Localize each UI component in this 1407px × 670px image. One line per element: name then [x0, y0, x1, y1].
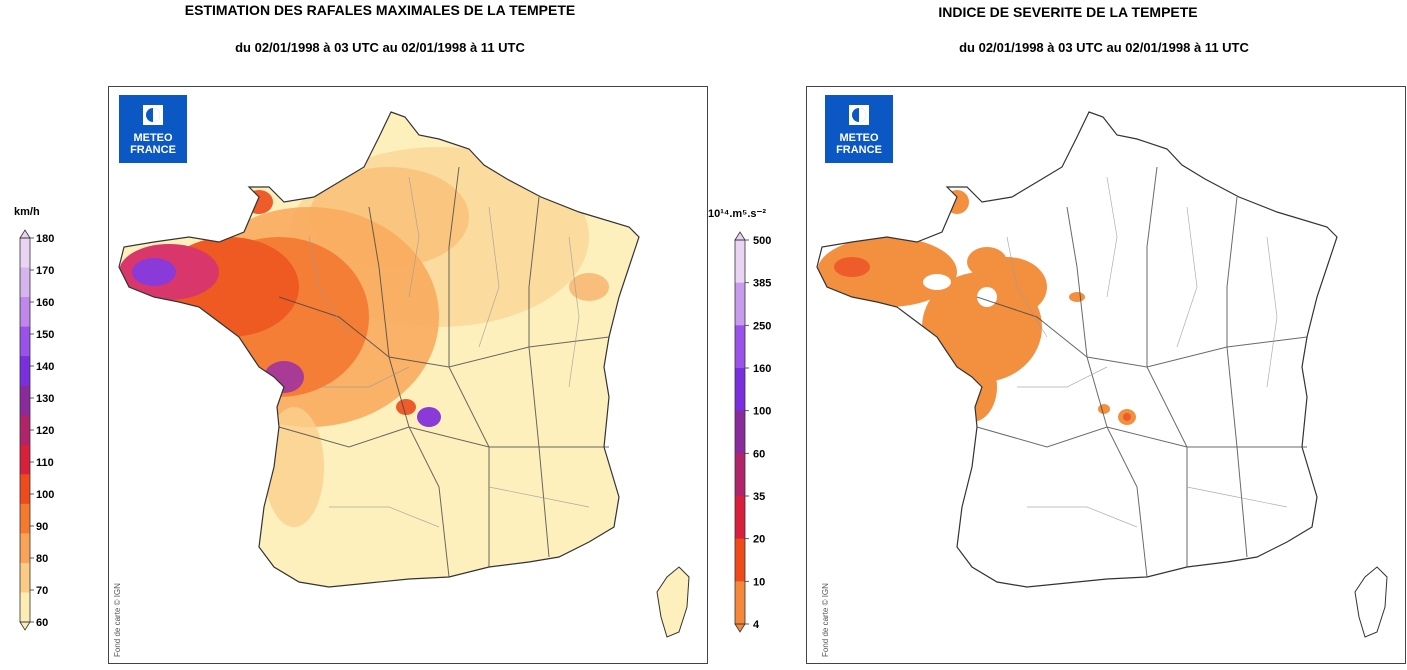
right-colorbar-tick-label: 35 — [753, 491, 765, 503]
right-colorbar-tick-label: 10 — [753, 576, 765, 588]
right-colorbar-segment — [735, 581, 745, 625]
logo-text-france: FRANCE — [836, 144, 882, 156]
right-colorbar-segment — [735, 538, 745, 582]
left-colorbar-segment — [20, 533, 30, 564]
left-colorbar-over-arrow — [19, 229, 31, 239]
map-credit: Fond de carte © IGN — [113, 583, 122, 657]
left-colorbar: 180 170 160 150 140 130 120 110 100 90 80 70 60 — [19, 229, 54, 631]
meteo-france-logo: METEO FRANCE — [825, 95, 893, 163]
right-map-subtitle: du 02/01/1998 à 03 UTC au 02/01/1998 à 1… — [959, 40, 1249, 55]
left-colorbar-tick-label: 130 — [36, 393, 54, 405]
left-colorbar-segment — [20, 385, 30, 416]
left-map-canvas — [118, 111, 690, 638]
right-colorbar-segment — [735, 410, 745, 454]
left-colorbar-segment — [20, 297, 30, 328]
left-colorbar-tick-label: 160 — [36, 297, 54, 309]
right-colorbar-tick-label: 160 — [753, 363, 771, 375]
left-colorbar-segment — [20, 238, 30, 269]
left-colorbar-tick-label: 180 — [36, 233, 54, 245]
left-map-title: ESTIMATION DES RAFALES MAXIMALES DE LA T… — [184, 2, 576, 18]
right-colorbar-segment — [735, 282, 745, 326]
left-colorbar-segment — [20, 326, 30, 357]
right-colorbar-unit: 10¹⁴.m⁵.s⁻² — [708, 208, 766, 220]
left-map-frame: METEO FRANCE Fond de carte © IGN — [108, 86, 708, 664]
meteo-france-emblem-icon — [848, 104, 870, 126]
left-colorbar-segment — [20, 267, 30, 298]
left-colorbar-tick-label: 90 — [36, 521, 48, 533]
right-colorbar-tick-label: 250 — [753, 320, 771, 332]
left-colorbar-tick-label: 140 — [36, 361, 54, 373]
left-colorbar-tick-label: 110 — [36, 457, 54, 469]
map-credit: Fond de carte © IGN — [821, 583, 830, 657]
meteo-france-logo: METEO FRANCE — [119, 95, 187, 163]
logo-text-meteo: METEO — [839, 132, 879, 144]
right-colorbar-tick-label: 60 — [753, 448, 765, 460]
left-colorbar-tick-label: 170 — [36, 265, 54, 277]
right-colorbar-over-arrow — [734, 231, 746, 241]
left-colorbar-tick-label: 70 — [36, 585, 48, 597]
right-map-frame: METEO FRANCE Fond de carte © IGN — [806, 86, 1406, 664]
right-colorbar-tick-label: 4 — [753, 619, 760, 631]
right-colorbar-frame — [734, 239, 746, 625]
left-colorbar-segment — [20, 415, 30, 446]
right-colorbar-segment — [735, 368, 745, 412]
right-colorbar-segment — [735, 453, 745, 497]
left-colorbar-unit: km/h — [14, 206, 40, 218]
left-map-subtitle: du 02/01/1998 à 03 UTC au 02/01/1998 à 1… — [235, 40, 525, 55]
right-colorbar-tick-label: 20 — [753, 534, 765, 546]
right-colorbar-under-arrow — [734, 623, 746, 633]
logo-text-meteo: METEO — [133, 132, 173, 144]
left-colorbar-segment — [20, 444, 30, 475]
left-colorbar-segment — [20, 592, 30, 623]
left-colorbar-segment — [20, 503, 30, 534]
logo-text-france: FRANCE — [130, 144, 176, 156]
right-map-canvas — [816, 111, 1388, 638]
right-colorbar-segment — [735, 325, 745, 369]
right-map-title: INDICE DE SEVERITE DE LA TEMPETE — [938, 4, 1198, 20]
left-colorbar-tick-label: 120 — [36, 425, 54, 437]
right-colorbar-segment — [735, 240, 745, 284]
right-colorbar: 500 385 250 160 100 60 35 20 10 4 — [734, 231, 771, 633]
meteo-france-emblem-icon — [142, 104, 164, 126]
left-colorbar-tick-label: 100 — [36, 489, 54, 501]
right-colorbar-tick-label: 100 — [753, 406, 771, 418]
left-colorbar-tick-label: 150 — [36, 329, 54, 341]
left-colorbar-tick-label: 60 — [36, 617, 48, 629]
right-colorbar-segment — [735, 496, 745, 540]
left-colorbar-segment — [20, 356, 30, 387]
left-colorbar-segment — [20, 474, 30, 505]
right-colorbar-tick-label: 500 — [753, 235, 771, 247]
left-colorbar-segment — [20, 562, 30, 593]
left-colorbar-under-arrow — [19, 621, 31, 631]
right-colorbar-tick-label: 385 — [753, 278, 771, 290]
left-colorbar-tick-label: 80 — [36, 553, 48, 565]
